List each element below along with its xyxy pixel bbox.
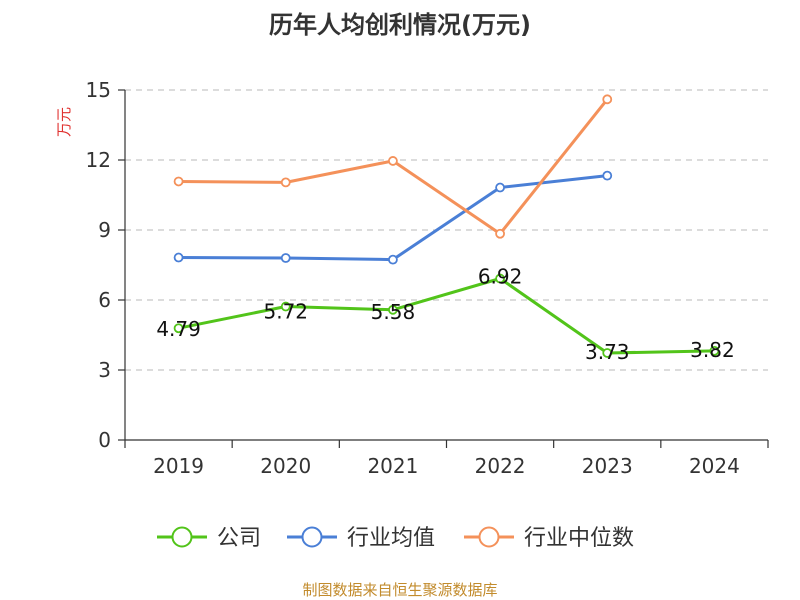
- legend-item-1[interactable]: 公司: [157, 526, 261, 551]
- data-point: [280, 177, 291, 188]
- data-point: [173, 252, 184, 263]
- legend-marker: [301, 526, 323, 548]
- data-label: 3.82: [690, 338, 735, 362]
- source-note: 制图数据来自恒生聚源数据库: [302, 581, 497, 599]
- data-point: [173, 323, 184, 334]
- data-point: [388, 254, 398, 265]
- data-label: 3.73: [585, 340, 630, 364]
- y-tick-label: 6: [98, 288, 111, 312]
- y-tick-label: 0: [98, 428, 111, 452]
- legend-marker: [478, 526, 500, 548]
- y-axis-label: 万元: [55, 107, 73, 137]
- legend-label: 公司: [217, 526, 261, 551]
- chart-title: 历年人均创利情况(万元): [269, 11, 531, 39]
- y-tick-label: 3: [98, 358, 111, 382]
- data-label: 5.58: [371, 300, 416, 324]
- legend-item-2[interactable]: 行业均值: [287, 526, 435, 551]
- data-point: [602, 170, 613, 181]
- legend[interactable]: 公司 行业均值 行业中位数: [157, 526, 634, 551]
- y-tick-label: 9: [98, 218, 111, 242]
- data-point: [495, 182, 505, 193]
- x-tick-label: 2021: [367, 454, 418, 478]
- data-label: 4.79: [156, 317, 201, 341]
- data-point: [280, 253, 291, 263]
- data-point: [280, 301, 291, 312]
- x-tick-label: 2022: [475, 454, 526, 478]
- data-label: 5.72: [263, 300, 308, 324]
- data-point: [709, 345, 720, 356]
- data-point: [495, 273, 505, 284]
- legend-marker: [171, 526, 193, 548]
- y-tick-label: 12: [86, 148, 111, 172]
- data-point: [602, 94, 613, 105]
- data-point: [495, 228, 505, 239]
- grid-lines: [125, 89, 768, 371]
- series-line-3: [178, 98, 609, 236]
- series-line-2: [178, 174, 608, 262]
- x-tick-label: 2019: [153, 454, 204, 478]
- legend-label: 行业均值: [347, 526, 435, 551]
- legend-label: 行业中位数: [524, 526, 634, 551]
- axes: 0 3 6 9 12 15 2019 2020 2021 2022 2023 2024: [86, 78, 769, 478]
- x-tick-label: 2023: [582, 454, 633, 478]
- legend-item-3[interactable]: 行业中位数: [464, 526, 634, 551]
- series-line-1: [178, 277, 715, 355]
- y-tick-label: 15: [86, 78, 111, 102]
- x-tick-label: 2024: [689, 454, 740, 478]
- series-layer: 4.79 5.72 5.58 6.92 3.73 3.82: [156, 94, 735, 364]
- x-tick-label: 2020: [260, 454, 311, 478]
- data-point: [173, 176, 184, 187]
- data-point: [388, 156, 398, 166]
- data-point: [602, 348, 613, 358]
- data-label: 6.92: [478, 265, 523, 289]
- data-point: [388, 304, 398, 315]
